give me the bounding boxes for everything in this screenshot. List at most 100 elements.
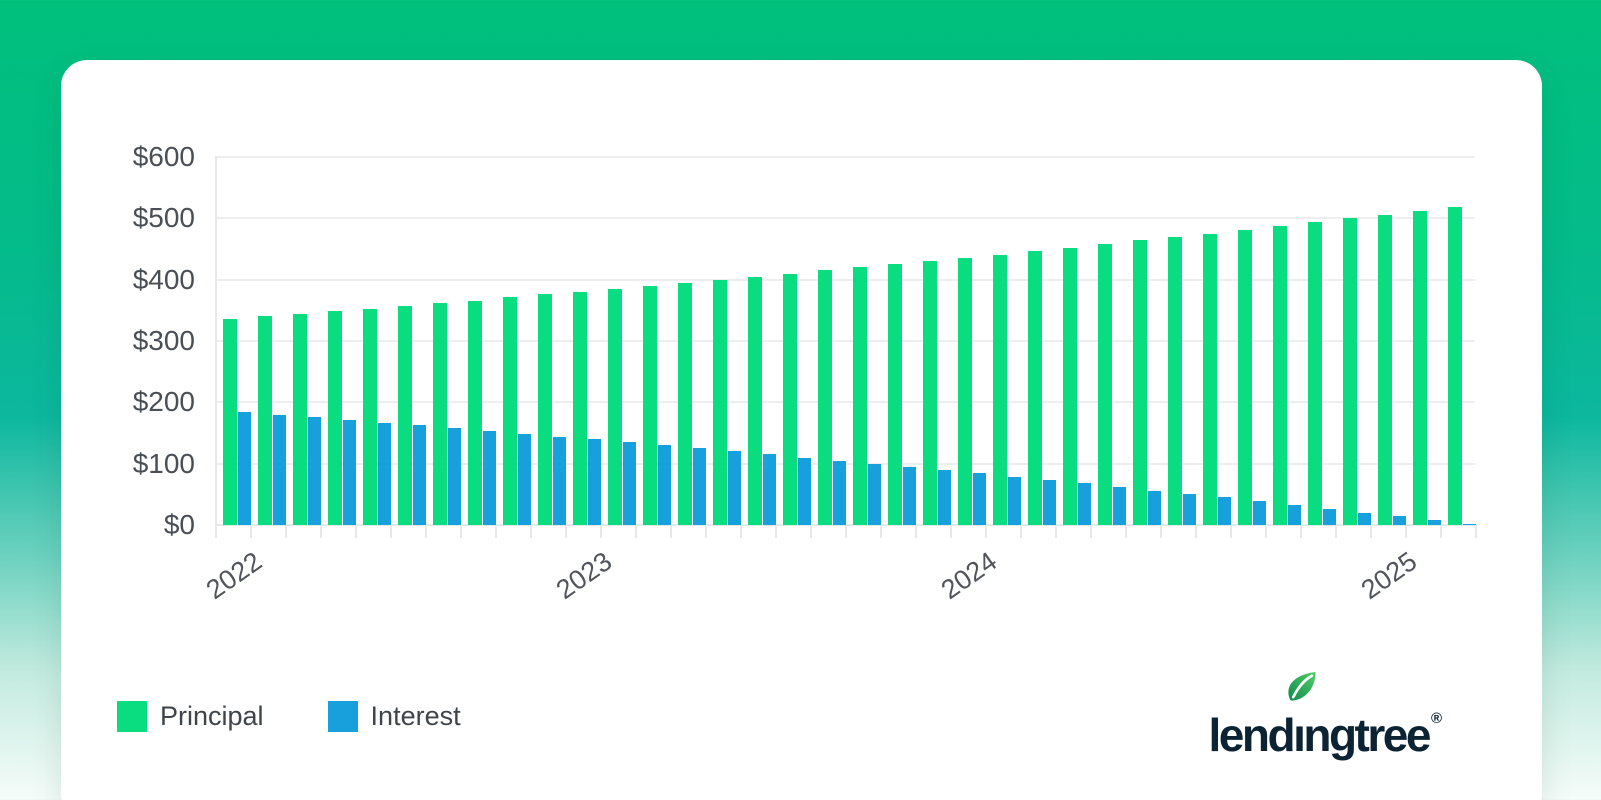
principal-bar xyxy=(923,260,937,525)
interest-bar xyxy=(588,439,601,525)
principal-legend-label: Principal xyxy=(160,701,264,731)
x-axis-tick xyxy=(1440,525,1442,538)
principal-bar xyxy=(328,310,342,525)
y-axis-tick-label: $0 xyxy=(163,509,195,540)
interest-bar xyxy=(1113,486,1126,525)
interest-bar xyxy=(973,473,986,525)
x-axis-tick xyxy=(1230,525,1232,538)
interest-bar xyxy=(1148,490,1161,525)
interest-bar xyxy=(1008,476,1021,525)
principal-bar xyxy=(223,318,237,525)
x-axis-tick xyxy=(740,525,742,538)
interest-bar xyxy=(693,448,706,525)
interest-bar xyxy=(1078,483,1091,525)
y-gridline xyxy=(215,156,1475,159)
y-axis-tick-label: $600 xyxy=(132,141,195,173)
x-axis-tick xyxy=(670,525,672,538)
principal-bar xyxy=(1028,250,1042,525)
y-axis-tick-label: $200 xyxy=(132,386,195,418)
y-gridline xyxy=(215,217,1475,220)
y-gridline xyxy=(215,340,1475,342)
interest-bar xyxy=(903,466,916,525)
interest-bar xyxy=(1323,509,1336,525)
x-axis-tick xyxy=(285,525,287,538)
leaf-icon xyxy=(1283,660,1319,714)
principal-bar xyxy=(398,306,412,525)
legend-item-interest: Interest xyxy=(327,701,461,732)
interest-bar xyxy=(833,460,846,525)
interest-bar xyxy=(623,442,636,525)
interest-bar xyxy=(868,463,881,525)
x-axis-tick xyxy=(1195,525,1197,538)
x-axis-tick xyxy=(320,525,322,538)
interest-bar xyxy=(413,425,426,525)
principal-bar xyxy=(888,264,902,525)
x-axis-year-label: 2024 xyxy=(935,546,1003,606)
interest-bar xyxy=(1288,504,1301,525)
principal-bar xyxy=(1308,222,1322,525)
x-axis-tick xyxy=(1335,525,1337,538)
interest-bar xyxy=(1428,520,1441,525)
x-axis-tick xyxy=(390,525,392,538)
principal-bar xyxy=(783,273,797,525)
logo-text-start: lend xyxy=(1208,709,1296,761)
principal-bar xyxy=(1378,214,1392,525)
interest-bar xyxy=(553,436,566,525)
x-axis-tick xyxy=(215,525,217,538)
x-axis-tick xyxy=(565,525,567,538)
principal-bar xyxy=(503,297,517,525)
registered-trademark: ® xyxy=(1430,710,1442,727)
interest-legend-label: Interest xyxy=(370,701,461,731)
x-axis-tick xyxy=(1265,525,1267,538)
y-gridline xyxy=(215,278,1475,281)
interest-bar xyxy=(1218,497,1231,525)
y-gridline xyxy=(215,401,1475,404)
x-axis-tick xyxy=(810,525,812,538)
x-axis-tick xyxy=(1475,525,1477,538)
x-axis-tick xyxy=(1125,525,1127,538)
interest-bar xyxy=(798,457,811,525)
principal-bar xyxy=(958,257,972,525)
x-axis-tick xyxy=(355,525,357,538)
x-axis-tick xyxy=(950,525,952,538)
principal-bar xyxy=(853,267,867,525)
interest-bar xyxy=(1043,480,1056,525)
principal-bar xyxy=(1203,233,1217,525)
interest-bar xyxy=(273,414,286,525)
x-axis-year-label: 2023 xyxy=(550,546,618,606)
principal-bar xyxy=(1133,240,1147,525)
legend-item-principal: Principal xyxy=(117,701,264,732)
interest-bar xyxy=(1253,501,1266,525)
interest-bar xyxy=(1183,494,1196,525)
x-axis-year-label: 2022 xyxy=(200,546,268,606)
interest-bar xyxy=(658,445,671,525)
x-axis-tick xyxy=(985,525,987,538)
principal-bar xyxy=(748,276,762,525)
y-axis-tick-label: $500 xyxy=(132,202,195,234)
x-axis-tick xyxy=(495,525,497,538)
x-axis-tick xyxy=(915,525,917,538)
interest-bar xyxy=(343,420,356,525)
x-axis-tick xyxy=(1370,525,1372,538)
interest-bar xyxy=(378,422,391,525)
x-axis-tick xyxy=(1055,525,1057,538)
x-axis-tick xyxy=(845,525,847,538)
principal-bar xyxy=(608,288,622,525)
amortization-chart: $0 $100 $200 $300 $400 $500 $600 2022 2023 2024 20… xyxy=(61,60,1542,800)
logo-text-end: ngtree xyxy=(1303,709,1431,761)
x-axis-tick xyxy=(1090,525,1092,538)
y-axis-tick-label: $300 xyxy=(132,325,195,356)
principal-bar xyxy=(363,308,377,525)
principal-bar xyxy=(573,291,587,525)
principal-bar xyxy=(643,285,657,525)
principal-bar xyxy=(468,300,482,525)
principal-bar xyxy=(713,279,727,525)
y-axis-tick-label: $400 xyxy=(132,263,195,295)
interest-bar xyxy=(1358,512,1371,525)
y-axis-tick-label: $100 xyxy=(132,447,195,479)
interest-bar xyxy=(238,412,251,525)
lendingtree-logo: lendı ngtree ® xyxy=(1208,671,1442,762)
principal-bar xyxy=(1413,210,1427,525)
interest-bar xyxy=(728,451,741,525)
x-axis-year-label: 2025 xyxy=(1355,546,1423,606)
